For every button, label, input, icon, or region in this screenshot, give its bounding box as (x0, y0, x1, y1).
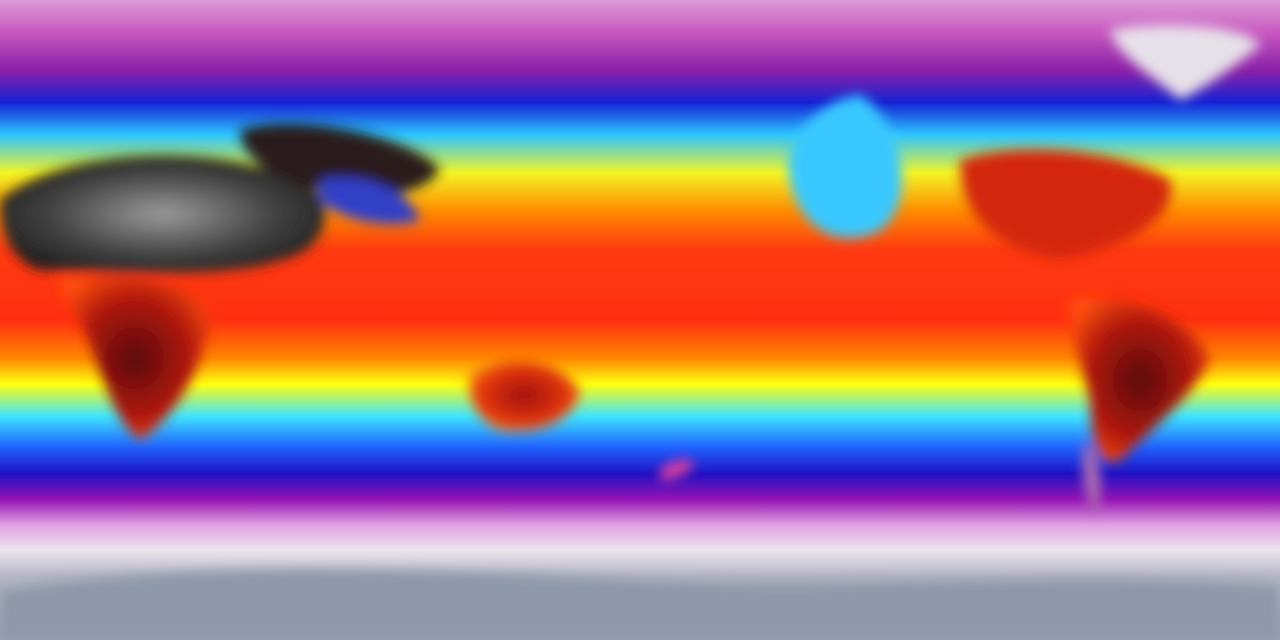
north-america (960, 149, 1172, 260)
africa (60, 276, 210, 440)
australia (468, 359, 580, 431)
land (0, 25, 1280, 640)
sahara (0, 155, 325, 273)
cold-tongue (788, 95, 902, 238)
patagonia (1083, 440, 1101, 515)
greenland (1110, 25, 1260, 100)
new-zealand (660, 459, 695, 481)
tibet (320, 177, 420, 224)
south-america (1070, 298, 1210, 462)
antarctica (0, 570, 1280, 640)
central-asia (240, 123, 440, 196)
